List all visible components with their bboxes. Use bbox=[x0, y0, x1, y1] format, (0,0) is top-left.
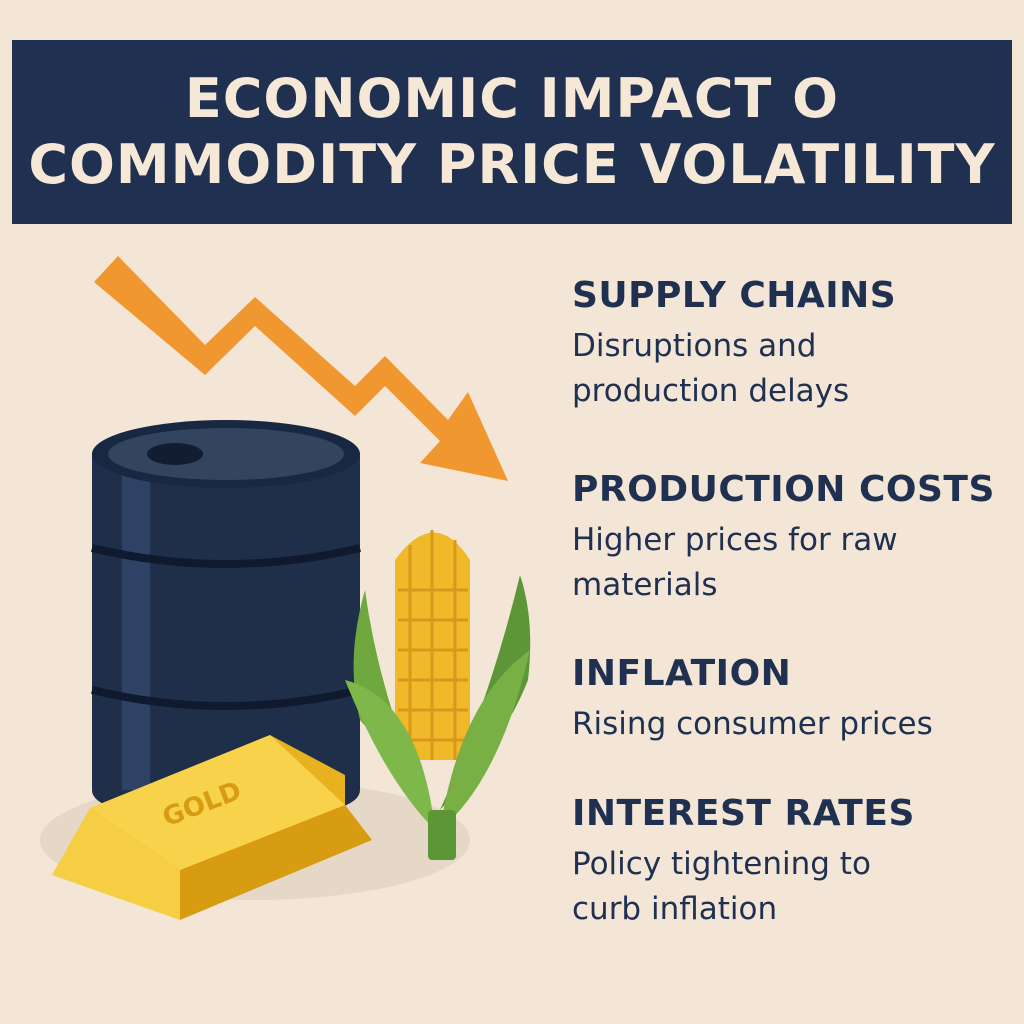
factor-interest-rates: INTEREST RATES Policy tightening to curb… bbox=[572, 792, 932, 932]
factor-title: INTEREST RATES bbox=[572, 793, 915, 834]
factor-supply-chains: SUPPLY CHAINS Disruptions and production… bbox=[572, 274, 932, 414]
trend-down-arrow-icon bbox=[94, 256, 508, 481]
factor-inflation: INFLATION Rising consumer prices bbox=[572, 652, 992, 747]
title-banner: ECONOMIC IMPACT O COMMODITY PRICE VOLATI… bbox=[12, 40, 1012, 224]
factor-title: INFLATION bbox=[572, 653, 792, 694]
factor-description: Rising consumer prices bbox=[572, 706, 933, 742]
factor-description: Disruptions and production delays bbox=[572, 328, 850, 409]
factor-description: Higher prices for raw materials bbox=[572, 522, 898, 603]
factor-title: PRODUCTION COSTS bbox=[572, 469, 995, 510]
corn-icon bbox=[345, 530, 531, 860]
factor-title: SUPPLY CHAINS bbox=[572, 275, 897, 316]
commodities-illustration: GOLD bbox=[40, 256, 531, 920]
title-line-1: ECONOMIC IMPACT O bbox=[184, 67, 840, 130]
factor-production-costs: PRODUCTION COSTS Higher prices for raw m… bbox=[572, 468, 995, 608]
factor-description: Policy tightening to curb inflation bbox=[572, 846, 871, 927]
gold-bar-icon: GOLD bbox=[52, 735, 372, 920]
title-line-2: COMMODITY PRICE VOLATILITY bbox=[28, 133, 996, 196]
oil-barrel-icon bbox=[91, 420, 361, 818]
